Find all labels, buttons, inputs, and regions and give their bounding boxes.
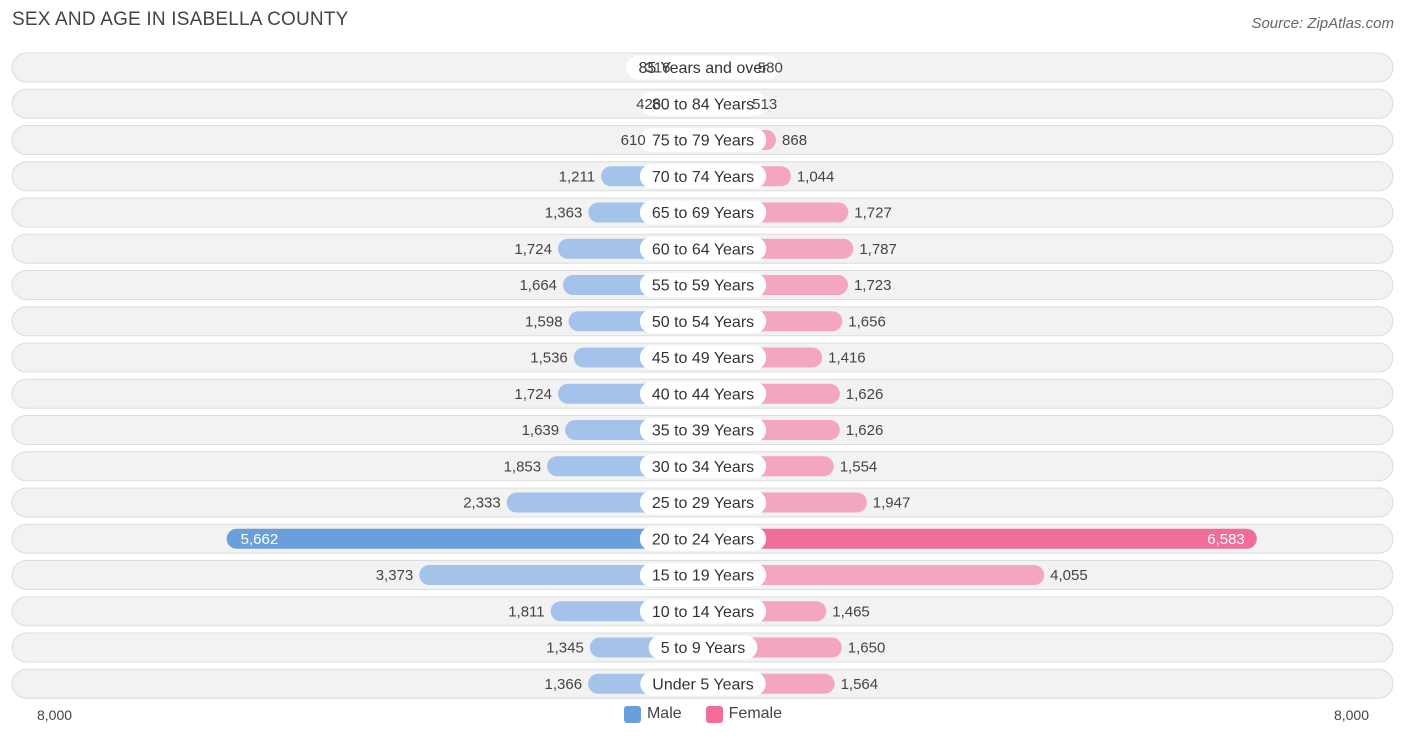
value-label-male: 3,373 (376, 567, 414, 584)
category-label-pill (640, 671, 766, 696)
value-label-male: 1,639 (522, 422, 560, 439)
value-label-female: 1,044 (797, 168, 835, 185)
category-label: 5 to 9 Years (661, 640, 746, 657)
value-label-male: 1,598 (525, 313, 563, 330)
chart-source: Source: ZipAtlas.com (1251, 15, 1394, 32)
value-label-female: 1,650 (848, 640, 886, 657)
value-label-female: 1,723 (854, 277, 892, 294)
value-label-female: 1,727 (854, 205, 892, 222)
value-label-male: 610 (621, 132, 646, 149)
value-label-female: 1,554 (840, 458, 878, 475)
value-label-female: 1,787 (859, 241, 897, 258)
legend-item-male[interactable]: Male (623, 705, 682, 723)
category-label: 85 Years and over (639, 60, 769, 77)
legend-label-female: Female (728, 705, 783, 722)
category-label: 65 to 69 Years (652, 205, 754, 222)
chart-title: SEX AND AGE IN ISABELLA COUNTY (12, 9, 349, 30)
category-label: 45 to 49 Years (652, 350, 754, 367)
category-label: 60 to 64 Years (652, 241, 754, 258)
category-label-pill (639, 236, 767, 261)
value-label-male: 1,366 (545, 676, 583, 693)
value-label-male: 5,662 (241, 531, 279, 548)
category-label-pill (639, 563, 767, 587)
category-label-pill (639, 454, 767, 479)
category-label: 10 to 14 Years (652, 604, 754, 621)
category-label-pill (639, 345, 767, 370)
value-label-female: 4,055 (1050, 567, 1088, 584)
category-label: Under 5 Years (652, 676, 753, 693)
category-label: 30 to 34 Years (652, 459, 754, 476)
value-label-male: 2,333 (463, 495, 501, 512)
axis-label-left: 8,000 (37, 707, 73, 723)
value-label-female: 580 (758, 60, 783, 77)
category-label-pill (639, 599, 767, 624)
category-label-pill (639, 381, 767, 406)
category-label: 50 to 54 Years (652, 314, 754, 331)
value-label-female: 1,626 (846, 422, 884, 439)
value-label-male: 426 (636, 96, 661, 113)
value-label-female: 1,947 (873, 495, 911, 512)
value-label-male: 1,211 (559, 168, 595, 185)
value-label-male: 1,664 (519, 277, 557, 294)
category-label-pill (639, 273, 767, 297)
value-label-male: 1,345 (546, 640, 584, 657)
category-label-pill (639, 418, 767, 442)
category-label: 25 to 29 Years (652, 495, 754, 512)
category-label-pill (639, 309, 767, 334)
legend-swatch-female (705, 705, 723, 723)
legend: Male Female (0, 705, 1406, 723)
category-label: 75 to 79 Years (652, 133, 754, 150)
category-label: 40 to 44 Years (652, 386, 754, 403)
category-label: 35 to 39 Years (652, 423, 754, 440)
category-label-pill (639, 200, 767, 225)
value-label-female: 1,656 (848, 313, 886, 330)
category-label: 70 to 74 Years (652, 169, 754, 186)
value-label-female: 513 (752, 96, 777, 113)
value-label-male: 1,536 (530, 350, 568, 367)
value-label-male: 1,363 (545, 205, 583, 222)
value-label-female: 1,564 (841, 676, 879, 693)
category-label-pill (639, 91, 767, 116)
value-label-male: 1,724 (514, 241, 552, 258)
category-label: 80 to 84 Years (652, 96, 754, 113)
legend-label-male: Male (646, 705, 682, 722)
value-label-female: 1,626 (846, 386, 884, 403)
value-label-male: 316 (645, 60, 670, 77)
bar-female (703, 528, 1257, 549)
value-label-male: 1,724 (514, 386, 552, 403)
category-label-pill (648, 635, 758, 660)
axis-label-right: 8,000 (1333, 707, 1369, 723)
category-label: 55 to 59 Years (652, 278, 754, 295)
bar-male (226, 528, 703, 549)
value-label-female: 6,583 (1207, 531, 1245, 548)
bar-male (419, 565, 703, 585)
category-label-pill (639, 490, 767, 515)
value-label-female: 868 (782, 132, 807, 149)
category-label: 20 to 24 Years (652, 531, 754, 548)
category-label-pill (639, 128, 767, 152)
value-label-male: 1,811 (508, 603, 544, 620)
category-label-pill (626, 55, 780, 80)
value-label-female: 1,416 (828, 350, 866, 367)
category-label: 15 to 19 Years (652, 568, 754, 585)
bar-female (703, 565, 1045, 585)
legend-swatch-male (623, 705, 641, 723)
category-label-pill (639, 526, 767, 551)
legend-item-female[interactable]: Female (705, 705, 783, 723)
value-label-female: 1,465 (832, 603, 870, 620)
value-label-male: 1,853 (504, 458, 542, 475)
category-label-pill (639, 164, 767, 189)
